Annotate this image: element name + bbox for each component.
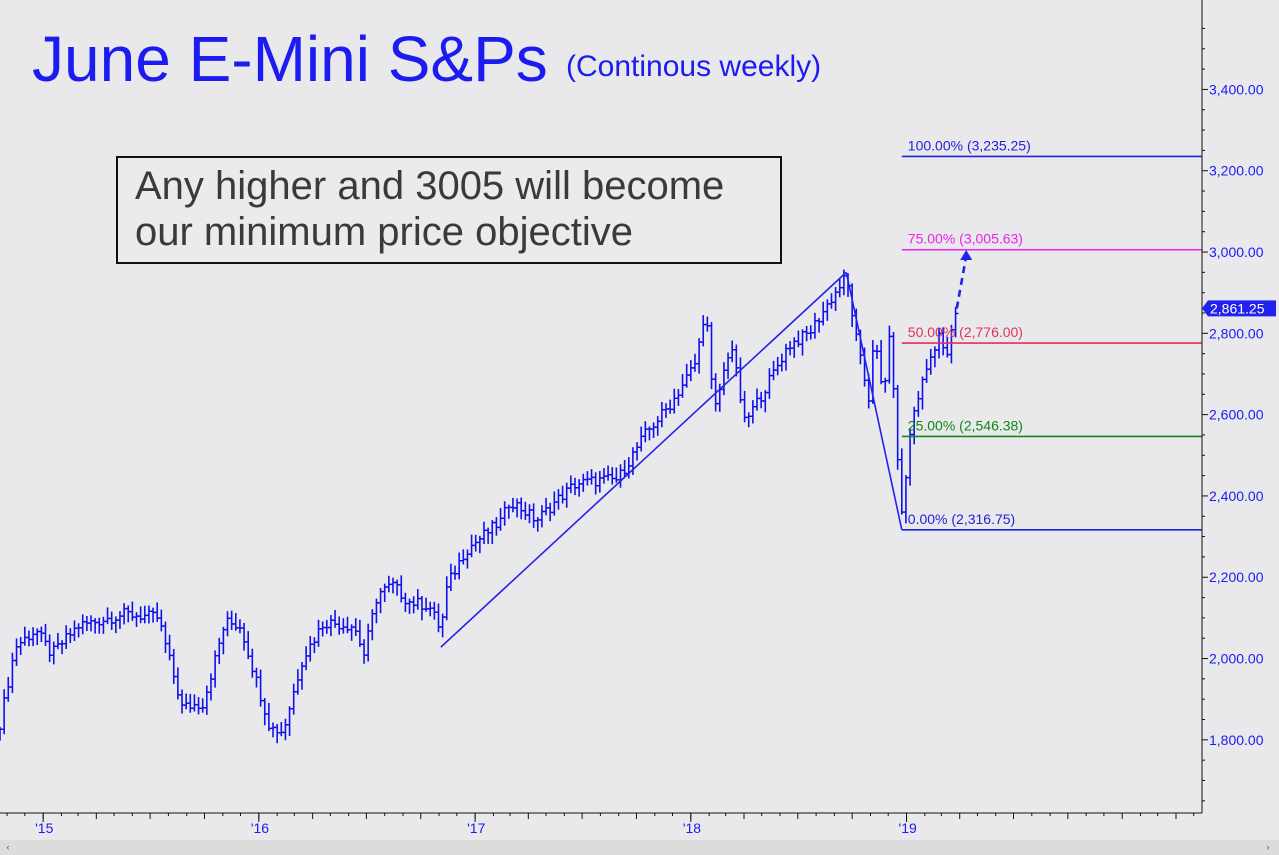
fib-level-label: 75.00% (3,005.63)	[908, 231, 1023, 247]
y-tick-label: 2,000.00	[1209, 651, 1264, 667]
annotation-box: Any higher and 3005 will become our mini…	[116, 156, 782, 264]
y-tick-label: 3,000.00	[1209, 244, 1264, 260]
y-tick-label: 3,400.00	[1209, 81, 1264, 97]
x-tick-label: '17	[467, 820, 485, 836]
y-tick-label: 2,800.00	[1209, 325, 1264, 341]
chevron-right-icon[interactable]: ›	[1266, 842, 1270, 852]
y-tick-label: 2,600.00	[1209, 407, 1264, 423]
projection-arrow	[955, 249, 973, 309]
price-series	[0, 269, 959, 744]
scrollbar-track	[0, 840, 1279, 855]
x-tick-label: '19	[899, 820, 917, 836]
chart-subtitle: (Continous weekly)	[566, 50, 822, 83]
fibonacci-levels: 100.00% (3,235.25) 75.00% (3,005.63) 50.00…	[901, 137, 1202, 531]
last-price-tag: 2,861.25	[1202, 300, 1276, 317]
fib-level-label: 50.00% (2,776.00)	[908, 324, 1023, 340]
projection-arrowhead	[960, 249, 973, 260]
last-price-badge	[1202, 300, 1276, 317]
y-tick-label: 2,200.00	[1209, 569, 1264, 585]
pattern-line	[845, 272, 903, 530]
annotation-line-1: Any higher and 3005 will become	[135, 164, 725, 208]
y-tick-label: 1,800.00	[1209, 732, 1264, 748]
y-tick-label: 3,200.00	[1209, 163, 1264, 179]
projection-line	[955, 255, 968, 309]
y-tick-label: 2,400.00	[1209, 488, 1264, 504]
x-tick-label: '16	[251, 820, 269, 836]
fib-level-label: 100.00% (3,235.25)	[908, 137, 1031, 153]
chart-title: June E-Mini S&Ps	[32, 23, 548, 95]
pattern-line	[440, 271, 847, 648]
fib-level-label: 0.00% (2,316.75)	[908, 511, 1015, 527]
pattern-lines	[440, 271, 903, 648]
chevron-left-icon[interactable]: ‹	[6, 842, 10, 852]
x-tick-label: '15	[35, 820, 53, 836]
x-tick-label: '18	[683, 820, 701, 836]
fib-level-label: 25.00% (2,546.38)	[908, 417, 1023, 433]
annotation-line-2: our minimum price objective	[135, 210, 633, 254]
last-price-label: 2,861.25	[1210, 300, 1265, 316]
